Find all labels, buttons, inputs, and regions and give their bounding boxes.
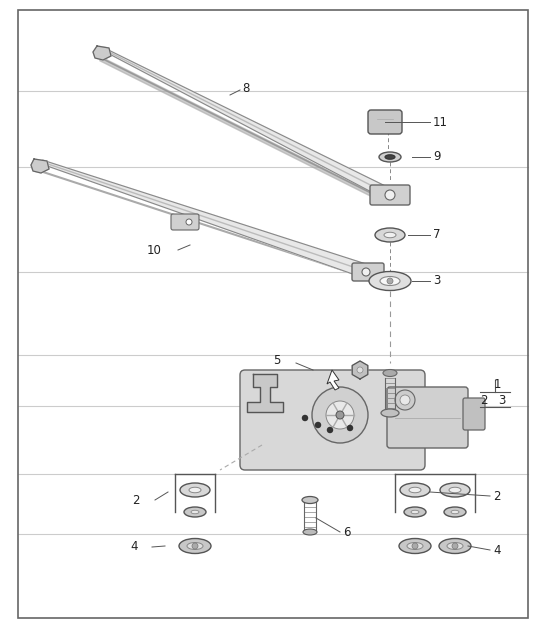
Circle shape	[385, 190, 395, 200]
FancyBboxPatch shape	[240, 370, 425, 470]
Ellipse shape	[411, 510, 419, 514]
Ellipse shape	[187, 543, 203, 550]
Ellipse shape	[444, 507, 466, 517]
Ellipse shape	[451, 510, 459, 514]
Ellipse shape	[179, 538, 211, 553]
Text: 2: 2	[493, 489, 500, 502]
Circle shape	[312, 387, 368, 443]
Polygon shape	[41, 160, 370, 279]
Circle shape	[412, 543, 418, 549]
Circle shape	[362, 268, 370, 276]
Text: 4: 4	[493, 543, 500, 556]
Ellipse shape	[384, 232, 396, 238]
Circle shape	[315, 422, 321, 428]
Ellipse shape	[409, 487, 421, 493]
Ellipse shape	[184, 507, 206, 517]
Text: 10: 10	[147, 244, 162, 256]
Ellipse shape	[302, 497, 318, 504]
Ellipse shape	[303, 529, 317, 535]
Ellipse shape	[400, 483, 430, 497]
Ellipse shape	[380, 276, 400, 286]
Ellipse shape	[439, 538, 471, 553]
Circle shape	[326, 401, 354, 429]
Text: 1: 1	[494, 379, 501, 391]
Ellipse shape	[440, 483, 470, 497]
Circle shape	[452, 543, 458, 549]
Text: 5: 5	[272, 354, 280, 367]
FancyBboxPatch shape	[370, 185, 410, 205]
FancyBboxPatch shape	[171, 214, 199, 230]
Text: 3: 3	[433, 274, 440, 288]
Circle shape	[387, 278, 393, 284]
Ellipse shape	[379, 152, 401, 162]
Ellipse shape	[375, 228, 405, 242]
Polygon shape	[352, 361, 368, 379]
Text: 4: 4	[130, 541, 138, 553]
Ellipse shape	[369, 271, 411, 291]
Text: 2: 2	[480, 394, 487, 406]
FancyBboxPatch shape	[463, 398, 485, 430]
Text: 3: 3	[498, 394, 505, 406]
Circle shape	[400, 395, 410, 405]
Text: 9: 9	[433, 151, 440, 163]
Polygon shape	[247, 374, 283, 412]
Ellipse shape	[449, 487, 461, 493]
Circle shape	[186, 219, 192, 225]
Polygon shape	[31, 159, 49, 173]
Text: 7: 7	[433, 229, 440, 242]
Circle shape	[395, 390, 415, 410]
Polygon shape	[327, 370, 339, 390]
FancyBboxPatch shape	[387, 387, 468, 448]
Ellipse shape	[381, 409, 399, 417]
FancyBboxPatch shape	[352, 263, 384, 281]
Text: 8: 8	[242, 82, 250, 94]
Ellipse shape	[399, 538, 431, 553]
Ellipse shape	[447, 543, 463, 550]
Circle shape	[347, 425, 353, 431]
FancyBboxPatch shape	[368, 110, 402, 134]
Ellipse shape	[189, 487, 201, 493]
Polygon shape	[100, 57, 385, 203]
Circle shape	[336, 411, 344, 419]
Circle shape	[302, 415, 308, 421]
Ellipse shape	[383, 369, 397, 377]
Text: 6: 6	[343, 526, 350, 539]
Polygon shape	[104, 48, 393, 200]
Ellipse shape	[385, 154, 395, 160]
Text: 2: 2	[132, 494, 140, 507]
Ellipse shape	[404, 507, 426, 517]
Ellipse shape	[180, 483, 210, 497]
Ellipse shape	[407, 543, 423, 550]
Polygon shape	[93, 46, 111, 60]
Circle shape	[357, 367, 363, 373]
Text: 11: 11	[433, 116, 448, 129]
Circle shape	[327, 427, 333, 433]
Circle shape	[192, 543, 198, 549]
Ellipse shape	[191, 510, 199, 514]
